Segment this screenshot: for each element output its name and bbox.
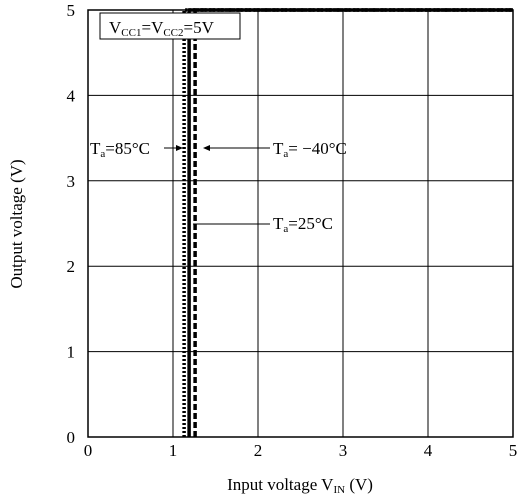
x-tick-label-0: 0: [84, 441, 93, 460]
y-axis-label: Output voltage (V): [7, 159, 26, 288]
y-tick-label-5: 5: [67, 1, 76, 20]
condition-label: VCC1=VCC2=5V: [109, 18, 215, 39]
x-tick-label-2: 2: [254, 441, 263, 460]
grid: [88, 10, 513, 437]
annotation-85c: Ta=85°C: [90, 139, 150, 160]
annotation-85c-arrowhead: [176, 145, 183, 151]
y-tick-label-1: 1: [67, 343, 76, 362]
annotation-25c: Ta=25°C: [273, 214, 333, 235]
x-tick-label-4: 4: [424, 441, 433, 460]
series-lines: [182, 8, 513, 437]
annotation-m40c-arrowhead: [203, 145, 210, 151]
tick-labels: 0 1 2 3 4 5 0 1 2 3 4 5: [67, 1, 517, 460]
y-tick-label-2: 2: [67, 257, 76, 276]
condition-box: [99, 12, 241, 40]
series-line-1: [187, 8, 513, 437]
series-line-2: [193, 8, 513, 437]
y-tick-label-4: 4: [67, 86, 76, 105]
x-axis-label: Input voltage VIN (V): [227, 475, 373, 496]
x-tick-label-5: 5: [509, 441, 517, 460]
annotation-m40c: Ta= −40°C: [273, 139, 347, 160]
y-tick-label-3: 3: [67, 172, 76, 191]
x-tick-label-3: 3: [339, 441, 348, 460]
x-tick-label-1: 1: [169, 441, 178, 460]
y-tick-label-0: 0: [67, 428, 76, 447]
